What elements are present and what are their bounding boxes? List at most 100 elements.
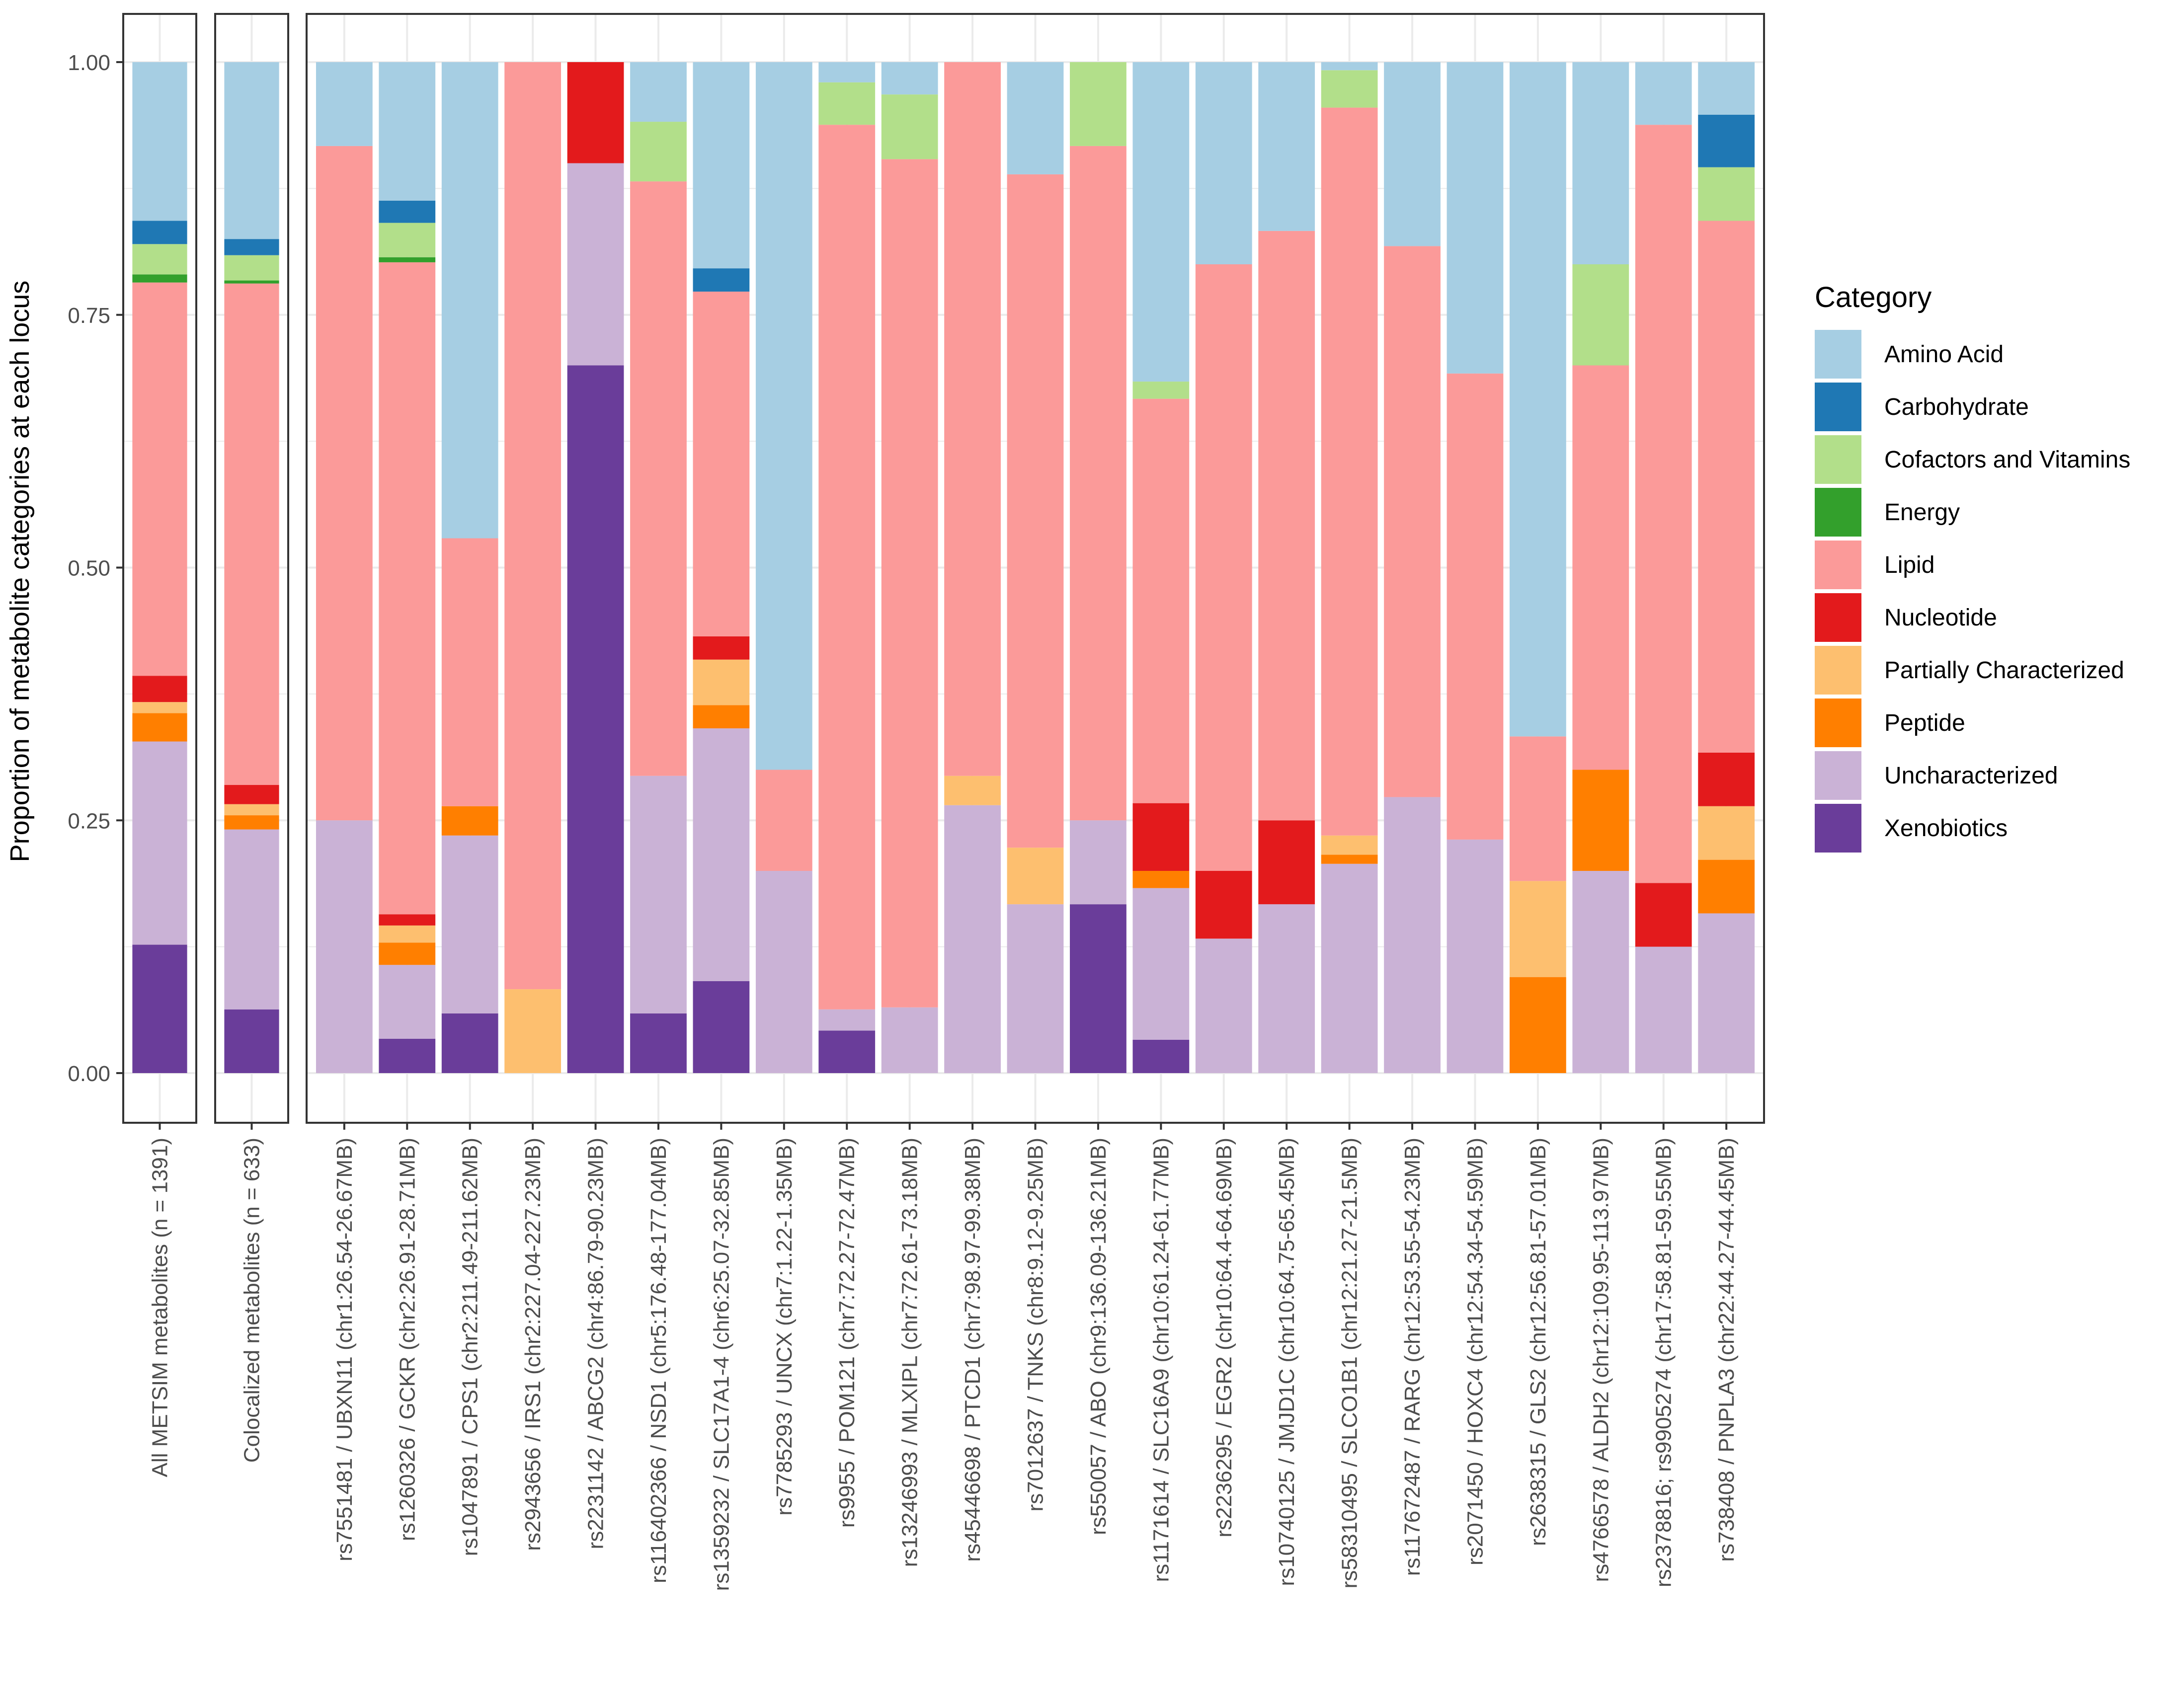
bar-segment-xenobiotics <box>441 1013 498 1073</box>
bar-segment-xenobiotics <box>630 1013 687 1073</box>
x-tick-label: rs2943656 / IRS1 (chr2:227.04-227.23MB) <box>521 1138 545 1551</box>
bar-segment-cofactors-and-vitamins <box>1572 264 1629 366</box>
bar-segment-partially-characterized <box>1321 835 1378 855</box>
bar-segment-cofactors-and-vitamins <box>379 223 436 257</box>
bar-segment-lipid <box>1132 398 1190 803</box>
bar-segment-cofactors-and-vitamins <box>818 82 876 125</box>
legend-key <box>1815 751 1861 800</box>
bar-colocalized-metabolites-n-633 <box>224 62 279 1073</box>
bar-segment-peptide <box>1321 854 1378 864</box>
bar-segment-nucleotide <box>1132 803 1190 871</box>
bar-segment-uncharacterized <box>316 820 373 1073</box>
x-tick-label: rs9955 / POM121 (chr7:72.27-72.47MB) <box>835 1138 859 1528</box>
bar-segment-lipid <box>1258 231 1315 821</box>
legend-item-energy: Energy <box>1815 488 1960 537</box>
y-tick-label: 0.50 <box>68 556 110 581</box>
bar-segment-cofactors-and-vitamins <box>224 255 279 281</box>
bar-rs2071450-hoxc4-chr12-54-34-54-59mb <box>1447 62 1504 1073</box>
bar-segment-xenobiotics <box>567 365 624 1073</box>
x-tick-label: rs117672487 / RARG (chr12:53.55-54.23MB) <box>1400 1138 1425 1576</box>
bar-segment-carbohydrate <box>224 239 279 255</box>
x-tick-label: rs2231142 / ABCG2 (chr4:86.79-90.23MB) <box>584 1138 608 1549</box>
bar-segment-lipid <box>818 125 876 1009</box>
bar-segment-lipid <box>224 283 279 785</box>
legend-item-uncharacterized: Uncharacterized <box>1815 751 2058 800</box>
legend-label: Xenobiotics <box>1884 815 2008 842</box>
bar-segment-lipid <box>1321 107 1378 836</box>
bar-segment-partially-characterized <box>944 776 1001 805</box>
bar-rs738408-pnpla3-chr22-44-27-44-45mb <box>1698 62 1755 1073</box>
bar-rs10740125-jmjd1c-chr10-64-75-65-45mb <box>1258 62 1315 1073</box>
y-tick-label: 0.25 <box>68 809 110 833</box>
bar-segment-xenobiotics <box>132 944 187 1073</box>
legend-label: Carbohydrate <box>1884 394 2029 420</box>
facet-panels <box>122 13 1765 1124</box>
bar-segment-cofactors-and-vitamins <box>132 244 187 275</box>
bar-segment-amino-acid <box>1195 62 1252 264</box>
bar-segment-cofactors-and-vitamins <box>1321 70 1378 108</box>
x-tick-label: rs2638315 / GLS2 (chr12:56.81-57.01MB) <box>1526 1138 1550 1546</box>
x-tick-label: rs738408 / PNPLA3 (chr22:44.27-44.45MB) <box>1714 1138 1739 1562</box>
x-tick-label: rs7551481 / UBXN11 (chr1:26.54-26.67MB) <box>332 1138 357 1561</box>
bar-segment-lipid <box>630 181 687 776</box>
legend-label: Amino Acid <box>1884 341 2004 368</box>
x-tick-label: rs7012637 / TNKS (chr8:9.12-9.25MB) <box>1024 1138 1048 1511</box>
bar-segment-nucleotide <box>1698 752 1755 806</box>
bar-segment-partially-characterized <box>1007 848 1064 905</box>
bar-segment-xenobiotics <box>224 1009 279 1073</box>
x-tick-label: rs2071450 / HOXC4 (chr12:54.34-54.59MB) <box>1463 1138 1487 1565</box>
bar-segment-lipid <box>379 262 436 915</box>
bar-segment-lipid <box>1070 146 1126 821</box>
bar-segment-amino-acid <box>1572 62 1629 264</box>
x-tick-label: rs1047891 / CPS1 (chr2:211.49-211.62MB) <box>458 1138 483 1556</box>
bar-segment-carbohydrate <box>693 268 750 292</box>
bar-segment-cofactors-and-vitamins <box>881 94 938 159</box>
bar-segment-uncharacterized <box>567 163 624 366</box>
bar-segment-nucleotide <box>379 914 436 926</box>
bar-segment-amino-acid <box>1698 62 1755 115</box>
bar-segment-xenobiotics <box>1070 904 1126 1073</box>
bar-segment-nucleotide <box>1635 883 1692 947</box>
legend-key <box>1815 646 1861 695</box>
bar-segment-amino-acid <box>818 62 876 82</box>
bar-segment-amino-acid <box>316 62 373 146</box>
bar-segment-amino-acid <box>1509 62 1566 737</box>
bar-segment-lipid <box>1698 221 1755 753</box>
bar-segment-xenobiotics <box>1132 1039 1190 1073</box>
bar-segment-partially-characterized <box>693 659 750 705</box>
bar-rs117672487-rarg-chr12-53-55-54-23mb <box>1384 62 1441 1073</box>
bar-segment-uncharacterized <box>1195 938 1252 1073</box>
x-tick-label: rs10740125 / JMJD1C (chr10:64.75-65.45MB… <box>1275 1138 1299 1586</box>
bar-segment-carbohydrate <box>379 200 436 223</box>
bar-rs2378816-rs9905274-chr17-58-81-59-55mb <box>1635 62 1692 1073</box>
legend-item-amino-acid: Amino Acid <box>1815 330 2004 379</box>
legend: Category Amino Acid Carbohydrate Cofactors… <box>1815 281 2130 853</box>
bar-segment-amino-acid <box>1258 62 1315 231</box>
bar-segment-uncharacterized <box>1132 888 1190 1040</box>
panel-loci <box>306 13 1765 1124</box>
bar-segment-partially-characterized <box>1509 881 1566 977</box>
bar-segment-uncharacterized <box>755 871 812 1073</box>
x-tick-label: rs1171614 / SLC16A9 (chr10:61.24-61.77MB… <box>1149 1138 1173 1582</box>
x-tick-label: rs7785293 / UNCX (chr7:1.22-1.35MB) <box>772 1138 797 1516</box>
bar-all-metsim-metabolites-n-1391 <box>132 62 187 1073</box>
bar-segment-nucleotide <box>693 636 750 660</box>
x-tick-label: rs1359232 / SLC17A1-4 (chr6:25.07-32.85M… <box>709 1138 733 1591</box>
x-tick-label: Colocalized metabolites (n = 633) <box>240 1138 264 1463</box>
bar-segment-lipid <box>881 159 938 1008</box>
bar-segment-partially-characterized <box>379 925 436 943</box>
bar-segment-cofactors-and-vitamins <box>1132 382 1190 399</box>
legend-key <box>1815 541 1861 589</box>
x-tick-label: All METSIM metabolites (n = 1391) <box>148 1138 172 1477</box>
bar-segment-amino-acid <box>1447 62 1504 374</box>
bar-segment-partially-characterized <box>1698 806 1755 860</box>
y-tick-label: 1.00 <box>68 51 110 75</box>
bar-segment-lipid <box>1635 125 1692 883</box>
legend-item-xenobiotics: Xenobiotics <box>1815 804 2008 853</box>
x-tick-label: rs13246993 / MLXIPL (chr7:72.61-73.18MB) <box>898 1138 922 1567</box>
bar-segment-lipid <box>1509 736 1566 881</box>
bar-segment-uncharacterized <box>1258 904 1315 1073</box>
bar-segment-lipid <box>441 538 498 806</box>
bar-segment-nucleotide <box>1195 871 1252 939</box>
